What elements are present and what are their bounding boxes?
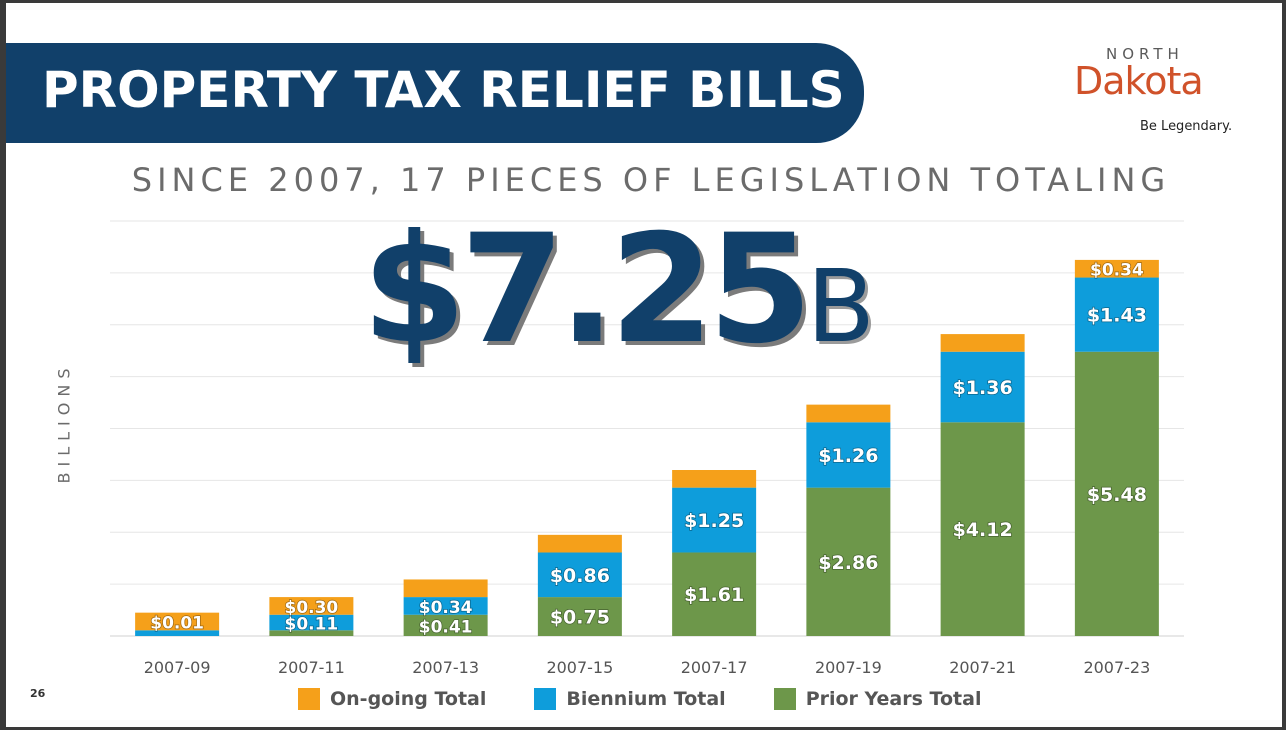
bar-biennium-total-2007-17 — [672, 487, 757, 553]
data-label: $0.11 — [284, 615, 338, 635]
stacked-bar-chart: $0.012007-09$0.11$0.302007-11$0.41$0.342… — [110, 220, 1184, 677]
headline-total: $7.25B — [362, 203, 875, 377]
legend-item: Prior Years Total — [773, 688, 982, 710]
x-tick-label: 2007-23 — [1083, 658, 1150, 677]
bar-on-going-total-2007-19 — [806, 404, 891, 423]
bar-on-going-total-2007-09 — [135, 612, 220, 631]
x-tick-label: 2007-11 — [278, 658, 345, 677]
bar-prior-years-total-2007-19 — [806, 487, 891, 636]
bar-on-going-total-2007-23 — [1074, 259, 1159, 278]
data-label: $5.48 — [1087, 484, 1147, 506]
bar-biennium-total-2007-21 — [940, 351, 1025, 423]
title-banner: PROPERTY TAX RELIEF BILLS — [6, 43, 864, 143]
subtitle: SINCE 2007, 17 PIECES OF LEGISLATION TOT… — [131, 161, 1171, 199]
logo-dakota-text: Dakota — [1074, 59, 1204, 103]
bar-on-going-total-2007-11 — [269, 597, 354, 615]
x-tick-label: 2007-17 — [681, 658, 748, 677]
chart-legend: On-going Total Biennium Total Prior Years … — [298, 685, 1029, 713]
x-tick-label: 2007-13 — [412, 658, 479, 677]
bar-prior-years-total-2007-23 — [1074, 351, 1159, 636]
bar-on-going-total-2007-17 — [672, 470, 757, 488]
bar-on-going-total-2007-21 — [940, 334, 1025, 352]
slide: PROPERTY TAX RELIEF BILLS NORTH Dakota B… — [6, 3, 1282, 727]
legend-swatch — [298, 688, 320, 710]
data-label: $0.01 — [150, 613, 204, 633]
legend-item: On-going Total — [298, 688, 486, 710]
headline-total-number: $7.25 — [362, 203, 812, 377]
bar-biennium-total-2007-09 — [135, 630, 220, 636]
data-label: $1.36 — [953, 377, 1013, 399]
data-label: $1.25 — [684, 510, 744, 532]
logo-tagline: Be Legendary. — [1140, 119, 1233, 134]
bar-on-going-total-2007-15 — [537, 534, 622, 553]
bar-prior-years-total-2007-13 — [403, 614, 488, 636]
bar-prior-years-total-2007-15 — [537, 597, 622, 636]
page-number: 26 — [30, 687, 46, 700]
legend-item: Biennium Total — [534, 688, 726, 710]
x-tick-label: 2007-19 — [815, 658, 882, 677]
data-label: $1.26 — [818, 445, 878, 467]
bar-on-going-total-2007-13 — [403, 579, 488, 598]
bar-prior-years-total-2007-17 — [672, 552, 757, 636]
legend-swatch — [534, 688, 557, 710]
data-label: $0.34 — [419, 598, 473, 618]
data-label: $2.86 — [818, 552, 878, 574]
x-tick-label: 2007-15 — [546, 658, 613, 677]
x-tick-label: 2007-09 — [144, 658, 211, 677]
logo-north-text: NORTH — [1106, 45, 1184, 63]
bar-prior-years-total-2007-21 — [940, 422, 1025, 636]
bar-biennium-total-2007-15 — [537, 552, 622, 598]
bar-biennium-total-2007-19 — [806, 422, 891, 488]
data-label: $0.41 — [419, 617, 473, 637]
data-label: $1.61 — [684, 584, 744, 606]
north-dakota-logo: NORTH Dakota Be Legendary. — [1066, 43, 1256, 143]
page-title: PROPERTY TAX RELIEF BILLS — [42, 61, 845, 119]
legend-swatch — [773, 688, 796, 710]
data-label: $1.43 — [1087, 305, 1147, 327]
bar-prior-years-total-2007-11 — [269, 630, 354, 636]
bar-biennium-total-2007-23 — [1074, 277, 1159, 352]
data-label: $4.12 — [953, 519, 1013, 541]
headline-total-unit: B — [806, 248, 876, 365]
bar-biennium-total-2007-11 — [269, 614, 354, 631]
data-label: $0.30 — [284, 598, 338, 618]
x-tick-label: 2007-21 — [949, 658, 1016, 677]
data-label: $0.75 — [550, 607, 610, 629]
legend-label: Prior Years Total — [805, 688, 982, 710]
data-label: $0.34 — [1090, 261, 1144, 281]
legend-label: Biennium Total — [566, 688, 726, 710]
data-label: $0.86 — [550, 565, 610, 587]
legend-label: On-going Total — [330, 688, 487, 710]
bar-biennium-total-2007-13 — [403, 597, 488, 615]
